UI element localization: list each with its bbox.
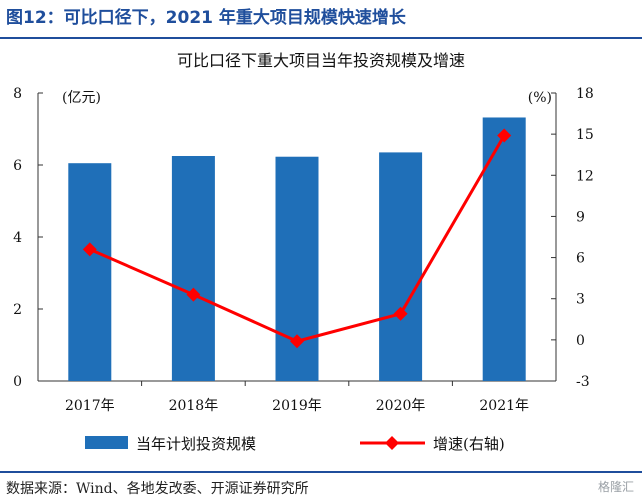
line-point [82, 242, 97, 257]
right-axis-label: (%) [528, 90, 552, 106]
line-point [290, 334, 304, 349]
legend-bar-label: 当年计划投资规模 [136, 435, 256, 453]
chart-title: 可比口径下重大项目当年投资规模及增速 [177, 51, 465, 70]
right-tick-label: 6 [576, 251, 585, 267]
legend-bar-swatch [85, 436, 128, 449]
watermark: 格隆汇 [597, 480, 634, 494]
right-tick-label: 9 [576, 209, 585, 225]
bar [379, 152, 423, 381]
right-tick-label: 12 [576, 168, 594, 184]
plot-area: 0 2 4 6 8 -3 0 3 6 9 12 15 18 2017年 2018年 2019年 2020年 202… [13, 86, 594, 414]
source-note: 数据来源：Wind、各地发改委、开源证券研究所 [6, 481, 309, 497]
chart: 可比口径下重大项目当年投资规模及增速 (亿元) (%) 0 2 4 6 8 -3 0 3 6 9 1… [13, 51, 594, 453]
left-tick-label: 6 [13, 158, 22, 174]
right-tick-label: 0 [576, 333, 585, 349]
right-tick-label: 15 [576, 127, 594, 143]
left-tick-label: 4 [13, 230, 22, 246]
left-axis-label: (亿元) [62, 90, 101, 106]
line-point [186, 287, 201, 302]
line-point [393, 306, 408, 321]
line-point [497, 128, 512, 143]
bottom-rule [0, 471, 642, 473]
x-tick-label: 2020年 [376, 398, 426, 414]
bar [171, 156, 215, 381]
bar [68, 163, 112, 381]
x-tick-label: 2019年 [272, 398, 322, 414]
legend-line-label: 增速(右轴) [433, 435, 505, 453]
x-tick-label: 2021年 [479, 398, 529, 414]
top-rule [0, 37, 642, 39]
legend-line-marker [385, 436, 399, 450]
right-tick-label: 3 [576, 292, 585, 308]
right-tick-label: 18 [576, 86, 594, 102]
x-tick-label: 2018年 [169, 398, 219, 414]
figure-title: 图12：可比口径下，2021 年重大项目规模快速增长 [6, 8, 406, 28]
left-tick-label: 8 [13, 86, 22, 102]
x-tick-label: 2017年 [65, 398, 115, 414]
left-tick-label: 0 [13, 374, 22, 390]
bar [482, 117, 526, 381]
right-tick-label: -3 [576, 374, 590, 390]
legend: 当年计划投资规模 增速(右轴) [85, 435, 505, 453]
left-tick-label: 2 [13, 302, 22, 318]
